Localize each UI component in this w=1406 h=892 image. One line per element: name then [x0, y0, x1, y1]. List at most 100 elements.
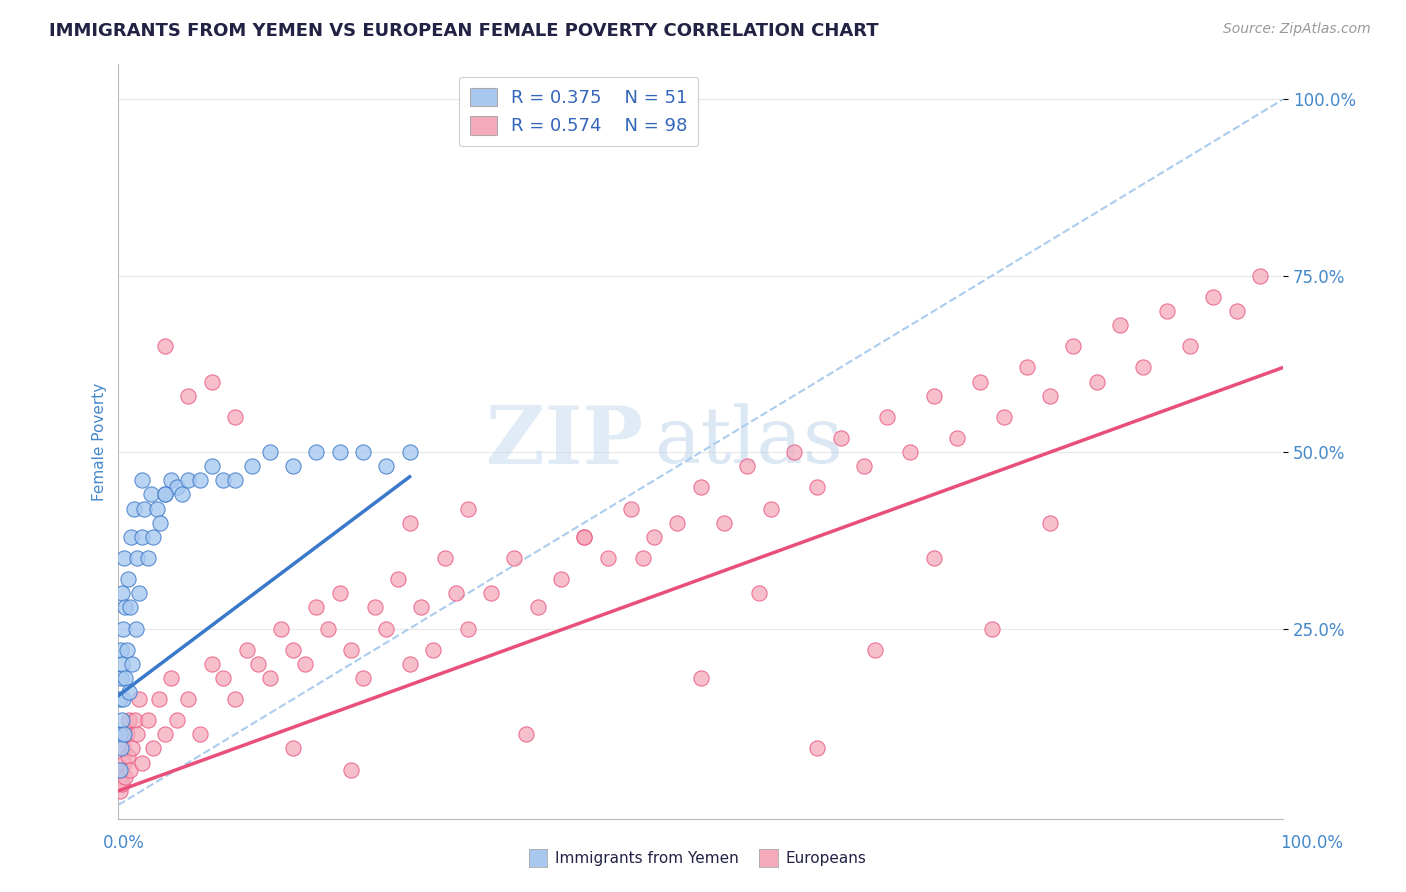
Point — [128, 586, 150, 600]
Point — [503, 551, 526, 566]
Point — [224, 474, 246, 488]
Point — [136, 551, 159, 566]
Point — [110, 642, 132, 657]
Legend: R = 0.375    N = 51, R = 0.574    N = 98: R = 0.375 N = 51, R = 0.574 N = 98 — [458, 77, 699, 146]
Point — [132, 501, 155, 516]
Point — [689, 671, 711, 685]
Point — [117, 572, 139, 586]
Text: 100.0%: 100.0% — [1279, 834, 1343, 852]
Point — [112, 756, 135, 770]
Point — [526, 600, 548, 615]
Point — [108, 692, 131, 706]
Point — [479, 586, 502, 600]
Point — [1085, 375, 1108, 389]
Point — [110, 671, 132, 685]
Point — [112, 622, 135, 636]
Point — [108, 727, 131, 741]
Text: atlas: atlas — [654, 404, 844, 479]
Point — [1109, 318, 1132, 332]
Point — [111, 586, 134, 600]
Point — [114, 671, 136, 685]
Point — [444, 586, 467, 600]
Point — [375, 459, 398, 474]
Point — [352, 445, 374, 459]
Point — [713, 516, 735, 530]
Point — [922, 551, 945, 566]
Point — [125, 622, 148, 636]
Point — [139, 487, 162, 501]
Point — [411, 600, 433, 615]
Point — [201, 375, 224, 389]
Point — [166, 480, 188, 494]
Point — [224, 692, 246, 706]
Point — [259, 445, 281, 459]
Point — [110, 763, 132, 777]
Point — [433, 551, 456, 566]
Point — [270, 622, 292, 636]
Point — [108, 763, 131, 777]
Point — [737, 459, 759, 474]
Point — [177, 389, 200, 403]
Point — [142, 530, 165, 544]
Point — [125, 551, 148, 566]
Point — [149, 516, 172, 530]
Point — [153, 487, 176, 501]
Point — [124, 713, 146, 727]
Point — [111, 777, 134, 791]
Point — [981, 622, 1004, 636]
Point — [128, 692, 150, 706]
Point — [153, 727, 176, 741]
Point — [212, 474, 235, 488]
Point — [1039, 389, 1062, 403]
Point — [112, 741, 135, 756]
Point — [550, 572, 572, 586]
Text: Europeans: Europeans — [786, 852, 868, 866]
Text: Source: ZipAtlas.com: Source: ZipAtlas.com — [1223, 22, 1371, 37]
Point — [281, 459, 304, 474]
Point — [148, 692, 170, 706]
Point — [224, 409, 246, 424]
Point — [122, 501, 145, 516]
Point — [111, 657, 134, 671]
Point — [900, 445, 922, 459]
Point — [117, 748, 139, 763]
Point — [830, 431, 852, 445]
Point — [108, 784, 131, 798]
Point — [112, 727, 135, 741]
Point — [876, 409, 898, 424]
Point — [160, 671, 183, 685]
Point — [340, 642, 363, 657]
Point — [631, 551, 654, 566]
Point — [121, 741, 143, 756]
Point — [1178, 339, 1201, 353]
Point — [574, 530, 596, 544]
Point — [166, 713, 188, 727]
Point — [759, 501, 782, 516]
Point — [398, 516, 420, 530]
Point — [1202, 290, 1225, 304]
Point — [993, 409, 1015, 424]
Point — [114, 600, 136, 615]
Point — [110, 741, 132, 756]
Point — [783, 445, 806, 459]
Point — [922, 389, 945, 403]
Point — [136, 713, 159, 727]
Point — [212, 671, 235, 685]
Point — [188, 474, 211, 488]
Point — [120, 763, 142, 777]
Point — [666, 516, 689, 530]
Point — [305, 600, 328, 615]
Point — [398, 657, 420, 671]
Point — [120, 600, 142, 615]
Point — [153, 339, 176, 353]
Point — [1039, 516, 1062, 530]
Point — [242, 459, 264, 474]
Point — [146, 501, 169, 516]
Point — [142, 741, 165, 756]
Point — [515, 727, 537, 741]
Text: 0.0%: 0.0% — [103, 834, 145, 852]
Point — [172, 487, 194, 501]
Point — [121, 657, 143, 671]
Point — [114, 770, 136, 784]
Point — [1063, 339, 1085, 353]
